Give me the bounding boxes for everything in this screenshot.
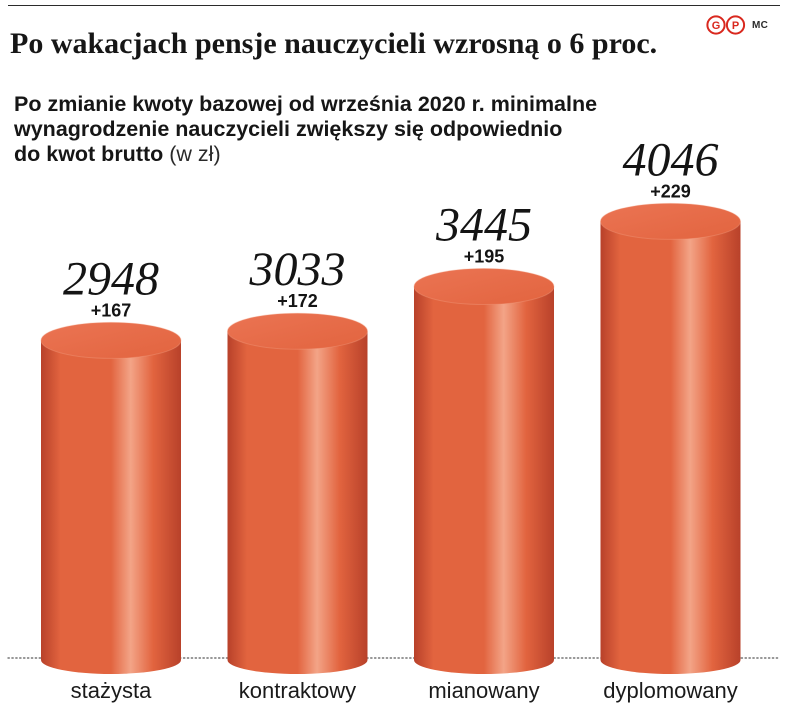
bar-top-cap [40, 321, 182, 359]
increase-label: +167 [91, 300, 132, 320]
logo-ring-icon [706, 15, 726, 35]
category-label: mianowany [428, 678, 539, 703]
subtitle-line: wynagrodzenie nauczycieli zwiększy się o… [14, 117, 563, 141]
publisher-logo-mark: G P [706, 15, 746, 35]
subtitle-text: do kwot brutto [14, 142, 164, 166]
logo-letter: G [712, 20, 721, 32]
bar-dyplomowany: 4046+229 dyplomowany [600, 133, 741, 703]
category-label: stażysta [71, 678, 152, 703]
author-initials: MC [752, 20, 769, 31]
subtitle-line: Po zmianie kwoty bazowej od września 202… [14, 92, 598, 116]
bar-body [414, 286, 554, 674]
bar-mianowany: 3445+195 mianowany [413, 199, 555, 703]
increase-label: +229 [650, 181, 691, 201]
bar-kontraktowy: 3033+172 kontraktowy [227, 243, 368, 703]
bar-top-cap [600, 202, 741, 240]
bar-body [41, 340, 181, 674]
chart-title: Po wakacjach pensje nauczycieli wzrosną … [10, 27, 658, 60]
logo-ring-icon [725, 15, 746, 35]
value-label: 2948 [63, 252, 159, 305]
publisher-logo: G P [706, 14, 746, 36]
bars: 2948+167stażysta3033+172kontraktowy3445+… [40, 133, 741, 703]
increase-label: +195 [464, 247, 505, 267]
category-label: dyplomowany [603, 678, 738, 703]
bar-top-cap [413, 268, 555, 306]
bar-body [227, 331, 368, 675]
subtitle-line: do kwot brutto (w zł) [14, 142, 597, 167]
bar-top-cap [227, 312, 368, 350]
value-label: 4046 [623, 133, 719, 186]
top-rule [8, 5, 780, 6]
increase-label: +172 [277, 291, 318, 311]
value-label: 3445 [435, 199, 532, 252]
bar-stazysta: 2948+167 stażysta [40, 252, 182, 703]
bar-body [600, 221, 741, 675]
chart-subtitle: Po zmianie kwoty bazowej od września 202… [14, 92, 597, 167]
unit-label: (w zł) [169, 142, 221, 166]
value-label: 3033 [249, 243, 346, 296]
category-label: kontraktowy [239, 678, 356, 703]
logo-letter: P [732, 20, 739, 32]
